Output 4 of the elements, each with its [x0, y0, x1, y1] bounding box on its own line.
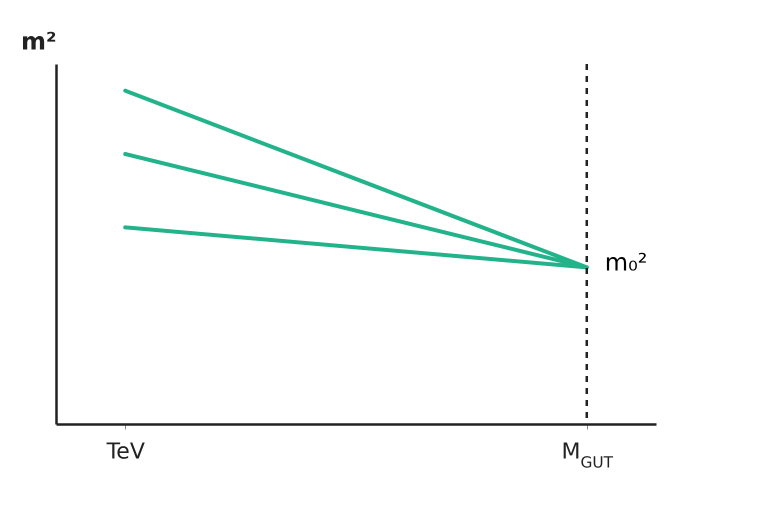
x-tick-label: M$_{GUT}$ [561, 440, 614, 472]
annotation: m₀² [604, 248, 648, 276]
y-axis-title: m² [20, 28, 56, 56]
x-tick-label: TeV [106, 440, 145, 464]
